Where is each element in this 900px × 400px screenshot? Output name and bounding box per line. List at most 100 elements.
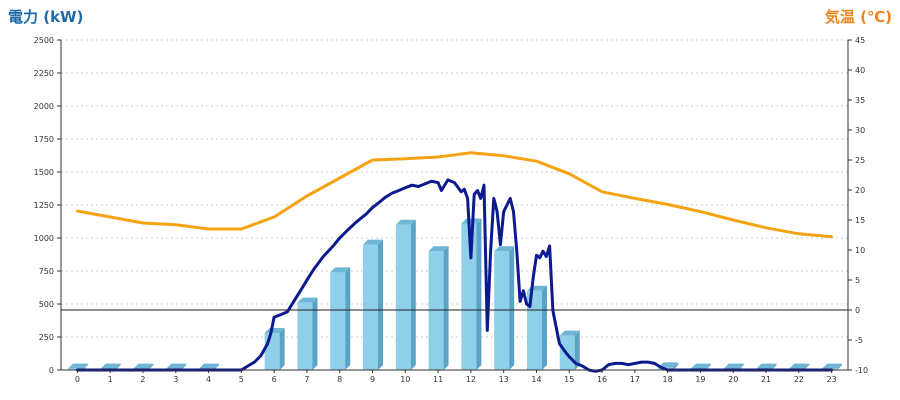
- bar-top: [330, 267, 351, 273]
- bar-top: [494, 246, 515, 252]
- power-line: [75, 178, 834, 373]
- bar-face: [494, 251, 510, 370]
- bar: [264, 328, 285, 370]
- left-axis-ticks: 0 250 500 750 1000 1250 1500 1750 2000 2250 2500: [34, 36, 61, 375]
- left-tick-label: 500: [39, 300, 54, 309]
- bar: [363, 239, 384, 370]
- x-tick-label: 20: [728, 375, 738, 384]
- bar-side: [181, 363, 187, 370]
- bar-side: [115, 363, 121, 370]
- bar-top: [297, 297, 318, 303]
- bar-side: [82, 363, 88, 370]
- bar-face: [526, 290, 542, 370]
- left-tick-label: 250: [39, 333, 54, 342]
- bar-side: [509, 246, 515, 370]
- bar-top: [690, 363, 711, 369]
- right-tick-label: -5: [855, 336, 863, 345]
- x-tick-label: 11: [433, 375, 443, 384]
- bar-top: [789, 363, 810, 369]
- bar-top: [363, 239, 384, 245]
- bar-side: [148, 363, 154, 370]
- bar: [461, 218, 482, 370]
- right-tick-label: -10: [855, 366, 868, 375]
- bar-side: [804, 363, 810, 370]
- x-tick-label: 16: [597, 375, 607, 384]
- x-tick-label: 10: [400, 375, 410, 384]
- x-tick-label: 17: [630, 375, 640, 384]
- bar-face: [67, 368, 83, 370]
- bar-side: [673, 362, 679, 370]
- bar-side: [771, 363, 777, 370]
- bar-top: [133, 363, 154, 369]
- left-tick-label: 0: [49, 366, 54, 375]
- x-tick-label: 15: [564, 375, 574, 384]
- bar-face: [363, 244, 379, 370]
- bar-face: [461, 223, 477, 370]
- bar: [494, 246, 515, 370]
- x-tick-label: 12: [466, 375, 476, 384]
- grid: [61, 39, 848, 338]
- bar-side: [279, 328, 285, 370]
- temperature-line: [75, 151, 834, 239]
- bar-side: [541, 285, 547, 370]
- bar-top: [559, 330, 580, 336]
- bar-side: [574, 330, 580, 370]
- bar-top: [67, 363, 88, 369]
- bar-side: [476, 218, 482, 370]
- x-tick-label: 6: [272, 375, 277, 384]
- bar: [330, 267, 351, 370]
- left-tick-label: 1250: [34, 201, 54, 210]
- bar-side: [345, 267, 351, 370]
- bar-face: [428, 251, 444, 370]
- bar-face: [297, 302, 313, 370]
- power-line-group: [75, 178, 834, 373]
- right-axis-ticks: -10 -5 0 5 10 15 20 25 30 35 40 45: [848, 36, 868, 375]
- right-tick-label: 35: [855, 96, 865, 105]
- bar-side: [312, 297, 318, 370]
- x-tick-label: 0: [75, 375, 80, 384]
- bar-face: [264, 333, 280, 370]
- left-tick-label: 2500: [34, 36, 54, 45]
- x-tick-label: 2: [140, 375, 145, 384]
- bar: [526, 285, 547, 370]
- x-tick-label: 5: [239, 375, 244, 384]
- axes: [60, 40, 849, 371]
- bar-top: [428, 246, 449, 252]
- bar-top: [723, 363, 744, 369]
- bar: [428, 246, 449, 370]
- temperature-line-group: [75, 151, 834, 239]
- bar-side: [443, 246, 449, 370]
- right-tick-label: 25: [855, 156, 865, 165]
- bar-side: [214, 363, 220, 370]
- bar: [395, 219, 416, 370]
- right-tick-label: 30: [855, 126, 865, 135]
- right-tick-label: 40: [855, 66, 865, 75]
- bar-side: [378, 239, 384, 370]
- x-tick-label: 4: [206, 375, 211, 384]
- bar-top: [822, 363, 843, 369]
- bar-face: [330, 272, 346, 370]
- right-tick-label: 0: [855, 306, 860, 315]
- x-tick-label: 8: [337, 375, 342, 384]
- x-tick-label: 21: [761, 375, 771, 384]
- right-axis-title: 気温 (℃): [825, 8, 892, 26]
- bar-top: [166, 363, 187, 369]
- left-tick-label: 1000: [34, 234, 54, 243]
- right-tick-label: 15: [855, 216, 865, 225]
- x-tick-label: 13: [499, 375, 509, 384]
- right-tick-label: 10: [855, 246, 865, 255]
- bar-side: [837, 363, 843, 370]
- bar: [297, 297, 318, 370]
- x-tick-label: 19: [695, 375, 705, 384]
- left-tick-label: 2250: [34, 69, 54, 78]
- bar-top: [658, 362, 679, 368]
- bar-top: [756, 363, 777, 369]
- left-tick-label: 1500: [34, 168, 54, 177]
- left-tick-label: 1750: [34, 135, 54, 144]
- left-tick-label: 750: [39, 267, 54, 276]
- bar-face: [395, 224, 411, 370]
- x-tick-label: 22: [794, 375, 804, 384]
- x-tick-label: 1: [108, 375, 113, 384]
- power-bars: [67, 218, 843, 370]
